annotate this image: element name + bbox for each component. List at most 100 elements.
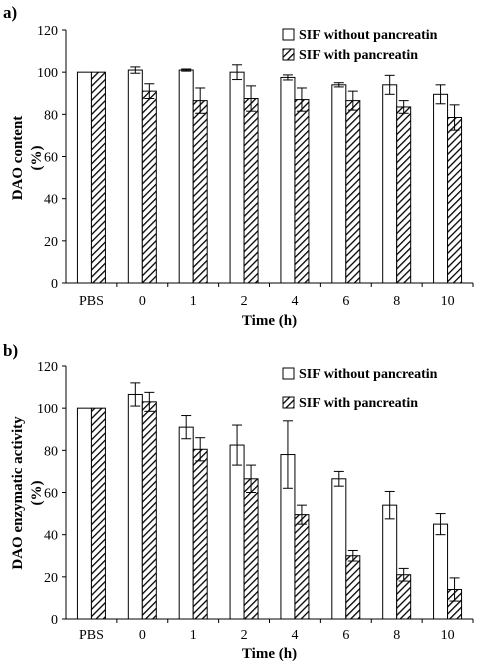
bar-without-pancreatin [229,444,245,620]
error-bar [296,504,307,525]
bar-without-pancreatin [382,504,398,620]
bar-without-pancreatin [76,71,92,284]
bar-with-pancreatin [396,106,412,284]
error-bar [181,415,192,440]
error-bar [282,420,293,489]
bar-without-pancreatin [76,407,92,620]
y-tick-label: 100 [37,402,58,417]
x-axis-title: Time (h) [242,313,297,329]
bar-with-pancreatin [243,98,259,284]
x-tick-label: 10 [441,294,455,309]
legend-swatch [282,396,295,409]
y-tick-label: 80 [44,108,58,123]
bar-with-pancreatin [243,478,259,620]
legend-label: SIF with pancreatin [299,396,418,411]
y-tick-label: 100 [37,66,58,81]
error-bar [333,82,344,88]
legend-swatch [282,48,295,61]
x-tick-label: 6 [342,628,349,643]
y-tick-label: 20 [44,571,58,586]
error-bar [181,68,192,72]
y-tick-label: 40 [44,193,58,208]
legend-label: SIF with pancreatin [299,48,418,63]
legend-swatch [282,28,295,41]
bar-without-pancreatin [178,69,194,284]
error-bar [435,84,446,105]
y-tick-label: 60 [44,487,58,502]
x-tick-label: 2 [241,628,248,643]
bar-without-pancreatin [331,478,347,620]
error-bar [282,74,293,81]
bar-without-pancreatin [229,71,245,284]
x-tick-label: 1 [190,294,197,309]
error-bar [130,66,141,74]
y-tick-label: 0 [51,277,58,292]
bar-with-pancreatin [294,99,310,284]
y-tick-label: 120 [37,360,58,375]
x-axis-title: Time (h) [242,646,297,662]
error-bar [435,513,446,536]
y-axis-title-unit: (%) [29,481,45,506]
x-tick-label: 10 [441,628,455,643]
error-bar [144,83,155,100]
bar-without-pancreatin [433,523,449,620]
x-tick-label: 1 [190,628,197,643]
x-tick-label: PBS [79,628,104,643]
legend-swatch [282,367,295,380]
error-bar [449,104,460,131]
y-tick-label: 120 [37,24,58,39]
bar-without-pancreatin [433,93,449,284]
error-bar [384,490,395,520]
error-bar [195,87,206,114]
y-axis-title-unit: (%) [29,146,45,171]
y-tick-label: 40 [44,529,58,544]
error-bar [333,470,344,487]
x-tick-label: 4 [291,628,298,643]
bar-with-pancreatin [192,100,208,284]
error-bar [398,567,409,582]
bar-with-pancreatin [192,448,208,620]
bar-with-pancreatin [90,71,106,284]
error-bar [195,437,206,462]
bar-without-pancreatin [178,426,194,620]
error-bar [398,100,409,114]
bar-with-pancreatin [345,555,361,620]
x-tick-label: 8 [393,294,400,309]
bar-with-pancreatin [294,514,310,620]
panel-label: b) [3,341,18,360]
error-bar [384,74,395,95]
y-tick-label: 20 [44,235,58,250]
panel-label: a) [3,3,17,22]
error-bar [347,549,358,562]
bar-with-pancreatin [141,90,157,284]
x-tick-label: 0 [139,294,146,309]
legend: SIF without pancreatin SIF with pancreati… [282,367,438,411]
error-bar [246,85,257,112]
x-tick-label: PBS [79,294,104,309]
legend-label: SIF without pancreatin [299,28,438,43]
bar-with-pancreatin [90,407,106,620]
x-tick-label: 6 [342,294,349,309]
bar-with-pancreatin [447,116,463,284]
error-bar [232,64,243,81]
y-tick-label: 80 [44,444,58,459]
bar-with-pancreatin [345,100,361,284]
error-bar [449,577,460,602]
bar-without-pancreatin [127,69,143,284]
chart-panel-a: a) 0 20 40 60 80 100 120 PBS 0 1 2 4 6 8 10 Time (h) DAO … [3,3,474,329]
bar-without-pancreatin [127,393,143,620]
error-bar [130,382,141,407]
legend: SIF without pancreatin SIF with pancreati… [282,28,438,63]
chart-panel-b: b) 0 20 40 60 80 100 120 PBS 0 1 2 4 6 8 10 Time (h) DAO … [3,341,474,662]
x-tick-label: 2 [241,294,248,309]
bar-without-pancreatin [280,76,296,284]
y-tick-label: 60 [44,151,58,166]
error-bar [347,90,358,111]
error-bar [296,87,307,112]
legend-label: SIF without pancreatin [299,367,438,382]
error-bar [232,424,243,466]
y-axis-title: DAO content [10,116,26,201]
x-tick-label: 8 [393,628,400,643]
bar-without-pancreatin [382,84,398,284]
